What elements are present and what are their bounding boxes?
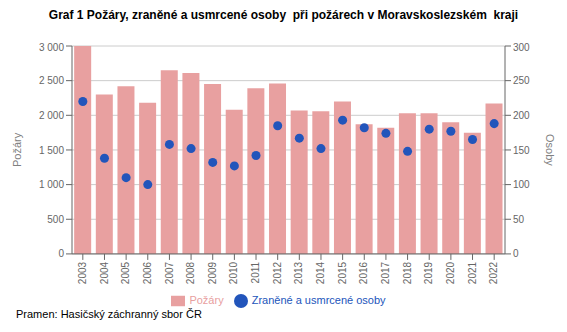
- svg-text:500: 500: [47, 214, 64, 225]
- html-text:Graf 1 Požáry, zraněné a usmrc: Graf 1 Požáry, zraněné a usmrcené osoby …: [48, 8, 519, 22]
- svg-text:2015: 2015: [337, 261, 348, 284]
- svg-text:2010: 2010: [228, 261, 239, 284]
- html-text:Zraněné a usmrcené osoby: Zraněné a usmrcené osoby: [251, 293, 386, 306]
- svg-text:2014: 2014: [315, 261, 326, 284]
- svg-text:2013: 2013: [293, 261, 304, 284]
- svg-text:2005: 2005: [120, 261, 131, 284]
- svg-text:200: 200: [513, 110, 530, 121]
- svg-text:2022: 2022: [488, 261, 499, 284]
- svg-text:250: 250: [513, 75, 530, 86]
- svg-text:2011: 2011: [250, 261, 261, 283]
- svg-text:Osoby: Osoby: [544, 134, 556, 166]
- svg-text:1 500: 1 500: [39, 145, 64, 156]
- svg-text:100: 100: [513, 179, 530, 190]
- svg-text:0: 0: [513, 248, 519, 259]
- svg-text:2019: 2019: [423, 261, 434, 284]
- svg-text:3 000: 3 000: [39, 42, 64, 53]
- svg-text:2006: 2006: [142, 261, 153, 284]
- html-text:Požáry: Požáry: [189, 293, 224, 306]
- svg-text:0: 0: [58, 248, 64, 259]
- svg-text:2004: 2004: [99, 261, 110, 284]
- svg-text:300: 300: [513, 42, 530, 53]
- svg-text:2016: 2016: [358, 261, 369, 284]
- svg-text:1 000: 1 000: [39, 179, 64, 190]
- svg-text:2021: 2021: [467, 261, 478, 284]
- html-text:Pramen: Hasičský záchranný sbo: Pramen: Hasičský záchranný sbor ČR: [16, 308, 202, 320]
- svg-text:2008: 2008: [185, 261, 196, 284]
- svg-text:2017: 2017: [380, 261, 391, 284]
- svg-text:2 000: 2 000: [39, 110, 64, 121]
- svg-text:2009: 2009: [207, 261, 218, 284]
- svg-text:150: 150: [513, 145, 530, 156]
- svg-text:2012: 2012: [272, 261, 283, 284]
- svg-text:2 500: 2 500: [39, 75, 64, 86]
- svg-text:50: 50: [513, 214, 525, 225]
- svg-text:Požáry: Požáry: [11, 132, 23, 167]
- svg-text:2020: 2020: [445, 261, 456, 284]
- svg-text:2018: 2018: [402, 261, 413, 284]
- svg-text:2003: 2003: [77, 261, 88, 284]
- svg-text:2007: 2007: [164, 261, 175, 284]
